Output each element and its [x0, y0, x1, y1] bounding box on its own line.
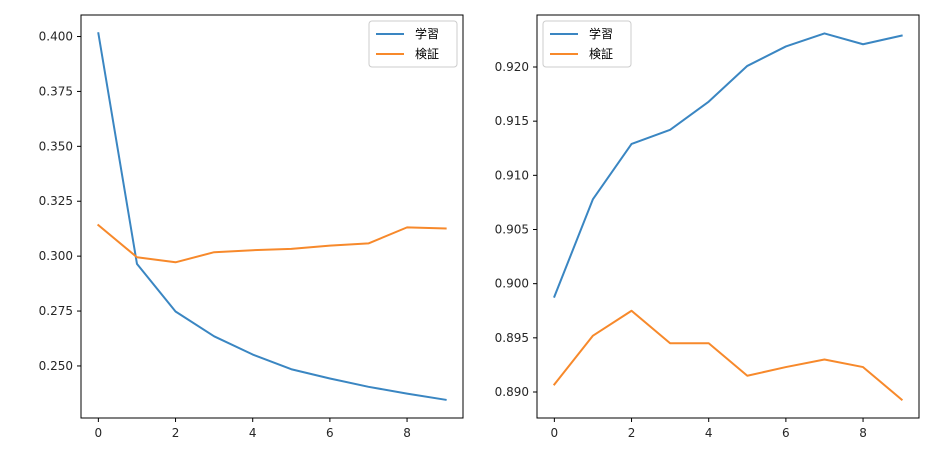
series-line-0: [553, 32, 903, 298]
x-tick-label: 6: [782, 426, 790, 440]
series-line-0: [97, 32, 447, 401]
y-tick-label: 0.400: [39, 30, 73, 44]
accuracy-chart: 0 2 4 6 8 0.890 0.895 0.900 0.905 0.910 0.915 0.920…: [495, 14, 920, 440]
x-tick-label: 0: [95, 426, 103, 440]
y-tick-label: 0.250: [39, 359, 73, 373]
legend-label: 学習: [589, 26, 613, 41]
y-tick-label: 0.915: [495, 114, 529, 128]
y-tick-label: 0.905: [495, 223, 529, 237]
y-tick-label: 0.300: [39, 249, 73, 263]
legend-frame: [368, 20, 458, 68]
legend-label: 検証: [589, 47, 613, 61]
y-tick-label: 0.350: [39, 139, 73, 153]
x-tick-label: 8: [403, 426, 411, 440]
legend-label: 検証: [415, 47, 439, 61]
x-tick-label: 2: [172, 426, 180, 440]
legend-label: 学習: [415, 26, 439, 41]
y-tick-label: 0.920: [495, 60, 529, 74]
y-tick-label: 0.890: [495, 385, 529, 399]
y-tick-label: 0.325: [39, 194, 73, 208]
x-tick-label: 2: [628, 426, 636, 440]
y-tick-label: 0.895: [495, 331, 529, 345]
series-line-1: [552, 309, 904, 401]
x-tick-label: 4: [249, 426, 257, 440]
legend-frame: [542, 20, 632, 68]
y-tick-label: 0.275: [39, 304, 73, 318]
y-tick-label: 0.375: [39, 84, 73, 98]
series-line-1: [96, 223, 447, 264]
y-tick-label: 0.910: [495, 168, 529, 182]
x-tick-label: 0: [551, 426, 559, 440]
plot-frame: [536, 14, 920, 419]
plot-frame: [80, 14, 464, 419]
loss-chart: 0 2 4 6 8 0.250 0.275 0.300 0.325 0.350 0.375 0.400…: [39, 14, 464, 440]
x-tick-label: 4: [705, 426, 713, 440]
x-tick-label: 8: [859, 426, 867, 440]
x-tick-label: 6: [326, 426, 334, 440]
y-tick-label: 0.900: [495, 277, 529, 291]
